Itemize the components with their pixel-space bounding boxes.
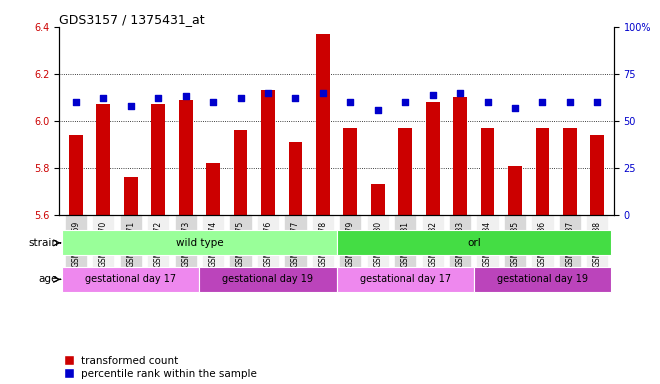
Text: strain: strain	[28, 238, 58, 248]
Bar	[480, 128, 494, 215]
Point	[372, 107, 383, 113]
Point	[180, 93, 191, 99]
Legend: transformed count, percentile rank within the sample: transformed count, percentile rank withi…	[65, 356, 257, 379]
Point	[482, 99, 493, 105]
Point	[153, 95, 164, 101]
Bar	[508, 166, 522, 215]
Bar	[453, 98, 467, 215]
Bar	[535, 128, 549, 215]
Point	[290, 95, 301, 101]
Text: wild type: wild type	[176, 238, 223, 248]
Bar	[62, 267, 199, 292]
Point	[71, 99, 81, 105]
Point	[592, 99, 603, 105]
Point	[208, 99, 218, 105]
Bar	[151, 104, 165, 215]
Bar	[261, 90, 275, 215]
Bar	[399, 128, 412, 215]
Point	[564, 99, 575, 105]
Point	[98, 95, 109, 101]
Bar	[371, 184, 385, 215]
Bar	[316, 34, 330, 215]
Bar	[343, 128, 357, 215]
Text: gestational day 19: gestational day 19	[222, 274, 314, 285]
Point	[537, 99, 548, 105]
Text: gestational day 17: gestational day 17	[360, 274, 451, 285]
Point	[235, 95, 246, 101]
Text: gestational day 19: gestational day 19	[497, 274, 588, 285]
Bar	[234, 130, 248, 215]
Bar	[563, 128, 577, 215]
Bar	[426, 102, 440, 215]
Text: orl: orl	[467, 238, 480, 248]
Bar	[206, 163, 220, 215]
Point	[263, 89, 273, 96]
Text: gestational day 17: gestational day 17	[85, 274, 176, 285]
Bar	[474, 267, 611, 292]
Bar	[179, 100, 193, 215]
Point	[400, 99, 411, 105]
Bar	[124, 177, 138, 215]
Bar	[288, 142, 302, 215]
Bar	[337, 267, 474, 292]
Point	[455, 89, 465, 96]
Bar	[69, 135, 82, 215]
Point	[510, 105, 520, 111]
Bar	[62, 230, 337, 255]
Point	[317, 89, 328, 96]
Bar	[337, 230, 611, 255]
Point	[345, 99, 356, 105]
Point	[125, 103, 136, 109]
Point	[428, 91, 438, 98]
Bar	[591, 135, 604, 215]
Text: GDS3157 / 1375431_at: GDS3157 / 1375431_at	[59, 13, 205, 26]
Bar	[199, 267, 337, 292]
Bar	[96, 104, 110, 215]
Text: age: age	[39, 274, 58, 285]
